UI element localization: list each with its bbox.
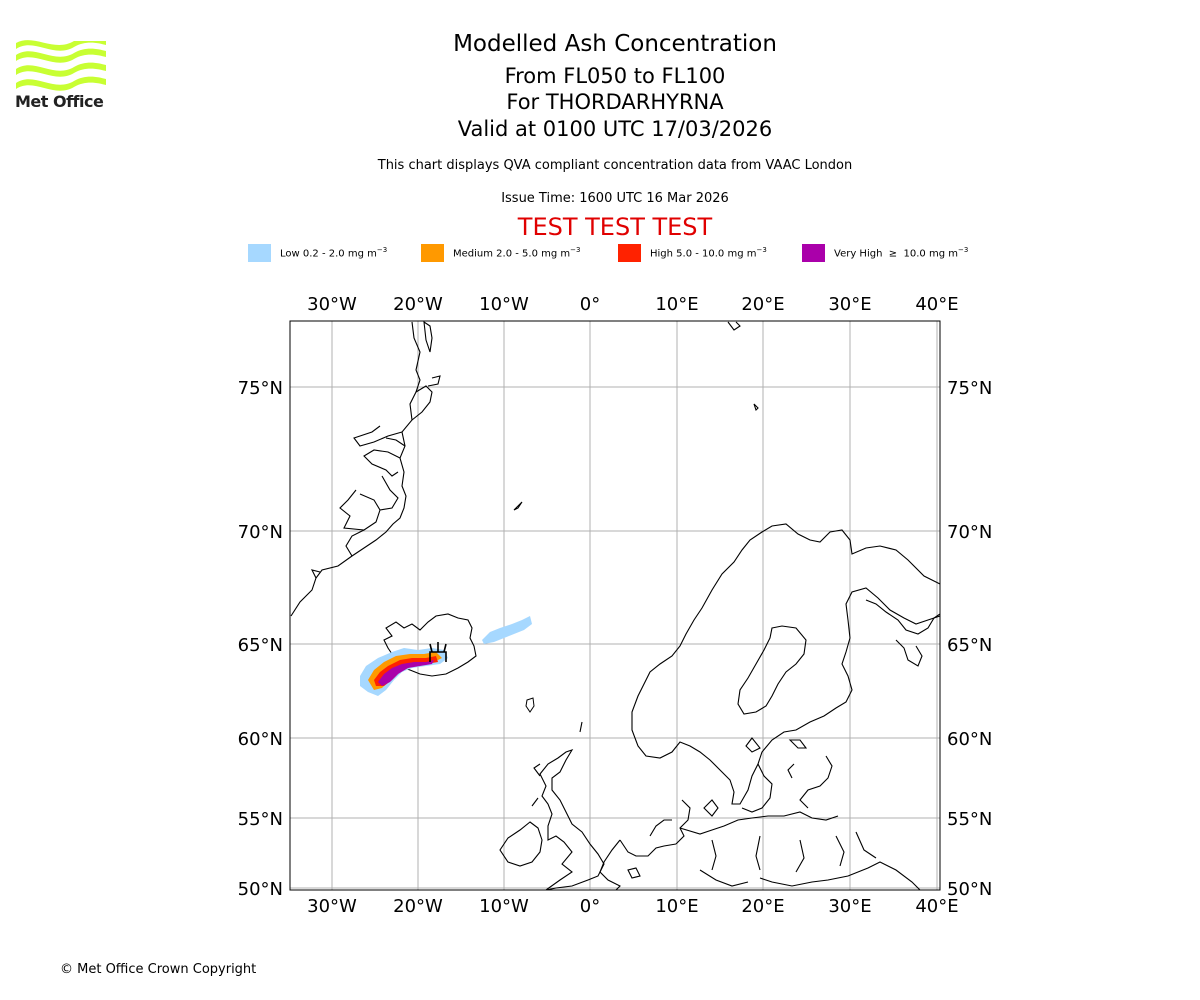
- lon-tick-label-top: 10°E: [655, 294, 698, 315]
- lon-tick-label-top: 0°: [580, 294, 600, 315]
- legend-item-medium: Medium 2.0 - 5.0 mg m−3: [421, 244, 580, 262]
- tick-labels: 30°W 30°W 20°W 20°W 10°W 10°W 0° 0° 10°E 10°E 20°E…: [238, 294, 993, 917]
- lon-tick-label-bottom: 40°E: [915, 896, 958, 917]
- lat-tick-label-right: 75°N: [947, 378, 992, 399]
- ash-plume: [360, 616, 532, 696]
- flight-levels: From FL050 to FL100: [504, 64, 726, 88]
- lon-tick-label-top: 30°W: [307, 294, 357, 315]
- lon-tick-label-bottom: 10°W: [479, 896, 529, 917]
- legend-exponent-very-high: −3: [957, 246, 969, 255]
- issue-time: Issue Time: 1600 UTC 16 Mar 2026: [501, 191, 729, 206]
- coastline-jan-mayen: [513, 501, 523, 511]
- volcano-marker-icon: [429, 642, 447, 662]
- legend-label-low: Low 0.2 - 2.0 mg m: [280, 248, 377, 260]
- coastline-bear-island: [753, 403, 759, 412]
- lon-tick-label-top: 20°W: [393, 294, 443, 315]
- lon-tick-label-top: 40°E: [915, 294, 958, 315]
- lon-tick-label-bottom: 30°W: [307, 896, 357, 917]
- lat-tick-label-left: 65°N: [238, 635, 283, 656]
- lat-tick-label-right: 60°N: [947, 729, 992, 750]
- lat-tick-label-left: 60°N: [238, 729, 283, 750]
- legend-exponent-medium: −3: [570, 246, 581, 255]
- lon-tick-label-bottom: 30°E: [828, 896, 871, 917]
- lat-tick-label-right: 70°N: [947, 522, 992, 543]
- coastline-faroe: [525, 697, 535, 713]
- legend-label-medium: Medium 2.0 - 5.0 mg m: [453, 248, 571, 260]
- legend-swatch-low: [248, 244, 271, 262]
- logo-wordmark: Met Office: [15, 92, 104, 111]
- lon-tick-label-top: 30°E: [828, 294, 871, 315]
- chart-title: Modelled Ash Concentration: [453, 31, 777, 57]
- map-frame: [289, 320, 941, 891]
- lat-tick-label-left: 75°N: [238, 378, 283, 399]
- legend-swatch-medium: [421, 244, 444, 262]
- lat-tick-label-right: 55°N: [947, 809, 992, 830]
- legend-swatch-very-high: [802, 244, 825, 262]
- coastline-scandinavia: [599, 523, 941, 891]
- legend-swatch-high: [618, 244, 641, 262]
- coastline-greenland: [290, 320, 441, 617]
- lon-tick-label-bottom: 0°: [580, 896, 600, 917]
- test-banner: TEST TEST TEST: [517, 213, 713, 241]
- legend-label-high: High 5.0 - 10.0 mg m: [650, 248, 757, 260]
- legend-exponent-low: −3: [376, 246, 388, 255]
- legend-item-very-high: Very High ≥ 10.0 mg m−3: [802, 244, 968, 262]
- coastline-svalbard: [727, 321, 741, 331]
- copyright: © Met Office Crown Copyright: [60, 962, 257, 977]
- lat-tick-label-left: 70°N: [238, 522, 283, 543]
- met-office-logo: [16, 40, 106, 91]
- legend-item-high: High 5.0 - 10.0 mg m−3: [618, 244, 767, 262]
- lat-tick-label-left: 55°N: [238, 809, 283, 830]
- lat-tick-label-right: 65°N: [947, 635, 992, 656]
- ash-area-low-east: [482, 616, 532, 644]
- ash-area-very-high: [378, 660, 434, 686]
- chart-description: This chart displays QVA compliant concen…: [377, 158, 853, 173]
- coastline-british-isles: [499, 721, 605, 891]
- legend-label-very-high: Very High ≥ 10.0 mg m: [834, 248, 958, 260]
- lat-tick-label-left: 50°N: [238, 879, 283, 900]
- lon-tick-label-bottom: 10°E: [655, 896, 698, 917]
- lat-tick-label-right: 50°N: [947, 879, 992, 900]
- legend-item-low: Low 0.2 - 2.0 mg m−3: [248, 244, 387, 262]
- lon-tick-label-top: 20°E: [741, 294, 784, 315]
- legend-exponent-high: −3: [756, 246, 767, 255]
- valid-time: Valid at 0100 UTC 17/03/2026: [457, 117, 773, 141]
- volcano-name: For THORDARHYRNA: [506, 90, 724, 114]
- map-gridlines: [290, 321, 940, 890]
- lon-tick-label-top: 10°W: [479, 294, 529, 315]
- lon-tick-label-bottom: 20°W: [393, 896, 443, 917]
- lon-tick-label-bottom: 20°E: [741, 896, 784, 917]
